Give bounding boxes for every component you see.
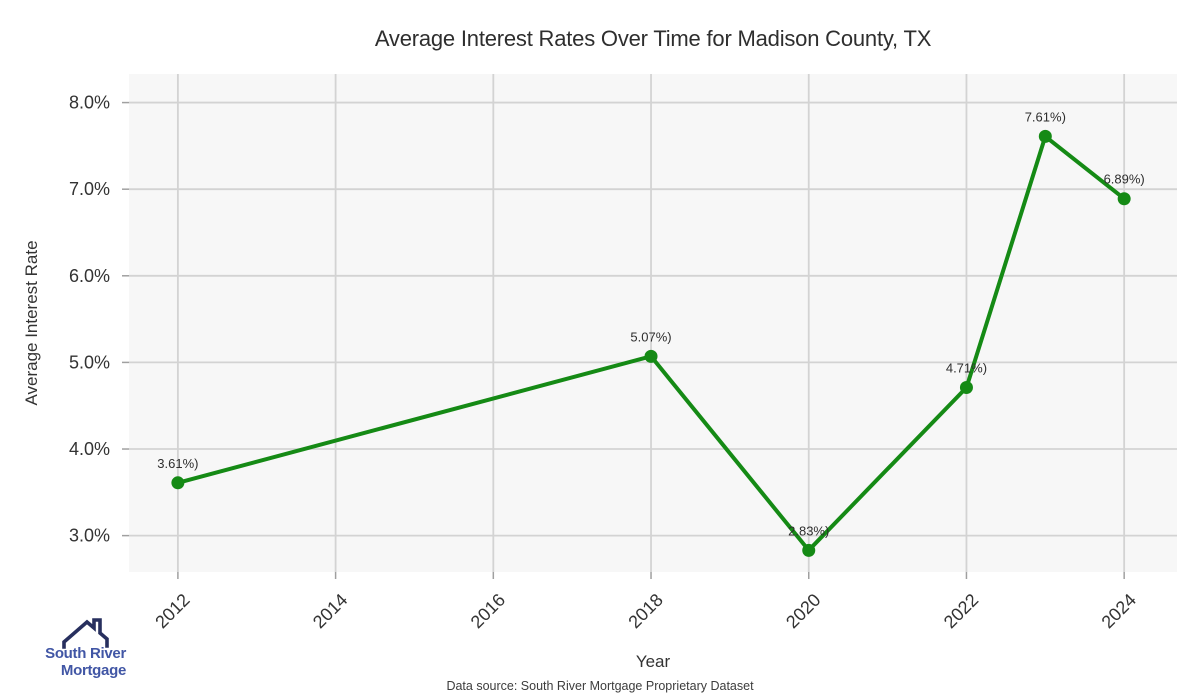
x-tick-label: 2018: [624, 590, 666, 632]
plot-area: [129, 74, 1177, 572]
y-tick-label: 4.0%: [69, 439, 110, 459]
x-tick-labels: 2012 2014 2016 2018 2020 2022 2024: [151, 590, 1140, 632]
series-line: [175, 134, 1127, 553]
logo-text-line2: Mortgage: [60, 662, 126, 679]
point-label: 2.83%): [788, 523, 829, 538]
y-tick-label: 6.0%: [69, 266, 110, 286]
x-tick-label: 2022: [940, 590, 982, 632]
data-point: [171, 476, 185, 490]
data-source-caption: Data source: South River Mortgage Propri…: [446, 679, 754, 693]
data-point: [959, 381, 973, 395]
x-tick-label: 2016: [467, 590, 509, 632]
y-tick-label: 8.0%: [69, 93, 110, 113]
x-axis-title: Year: [636, 652, 671, 671]
house-roof-icon: [62, 618, 109, 649]
data-point: [644, 349, 658, 363]
x-tick-label: 2020: [782, 590, 824, 632]
logo-text-line1: South River: [45, 645, 126, 662]
x-tick-label: 2024: [1098, 590, 1140, 632]
y-tick-labels: 3.0% 4.0% 5.0% 6.0% 7.0% 8.0%: [69, 93, 110, 546]
data-point: [1117, 192, 1131, 206]
data-points: [171, 129, 1131, 557]
chart-title: Average Interest Rates Over Time for Mad…: [374, 26, 932, 51]
data-point: [1038, 129, 1052, 143]
logo: South River Mortgage: [14, 612, 126, 684]
y-tick-label: 5.0%: [69, 352, 110, 372]
point-label: 6.89%): [1104, 172, 1145, 187]
point-label: 7.61%): [1025, 109, 1066, 124]
tick-marks: [122, 101, 1125, 579]
point-label: 3.61%): [157, 456, 198, 471]
y-tick-label: 7.0%: [69, 179, 110, 199]
y-axis-title: Average Interest Rate: [22, 240, 41, 405]
x-tick-label: 2012: [151, 590, 193, 632]
point-labels: 3.61%) 5.07%) 2.83%) 4.71%) 7.61%) 6.89%): [157, 109, 1144, 538]
x-tick-label: 2014: [309, 590, 351, 632]
point-label: 4.71%): [946, 361, 987, 376]
data-point: [802, 543, 816, 557]
point-label: 5.07%): [630, 329, 671, 344]
y-tick-label: 3.0%: [69, 526, 110, 546]
